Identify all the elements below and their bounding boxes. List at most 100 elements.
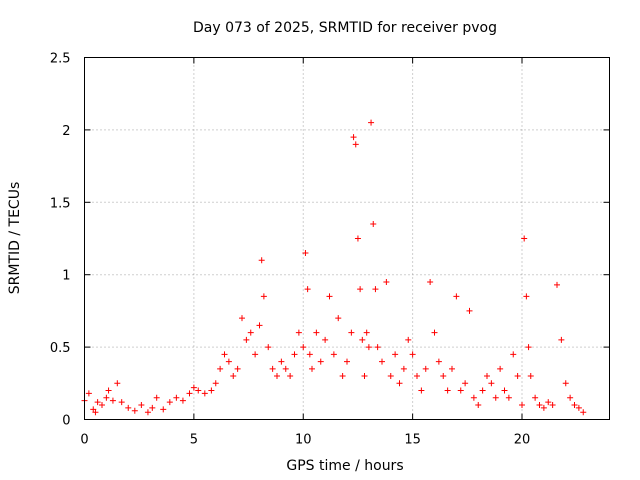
data-point (190, 384, 197, 391)
x-tick-label: 10 (295, 433, 312, 448)
data-point (392, 351, 399, 358)
data-point (131, 407, 138, 414)
data-point (166, 399, 173, 406)
data-point (103, 394, 110, 401)
data-point (363, 329, 370, 336)
data-point (295, 329, 302, 336)
data-point (484, 373, 490, 380)
data-point (427, 278, 434, 285)
data-point (243, 336, 250, 343)
data-point (330, 351, 337, 358)
data-point (431, 329, 438, 336)
data-point (466, 307, 473, 314)
data-point (265, 344, 272, 351)
data-point (409, 351, 416, 358)
data-point (282, 365, 289, 372)
data-point (225, 358, 232, 365)
data-point (221, 351, 228, 358)
x-axis: 0 5 10 15 20 (80, 57, 530, 448)
data-point (179, 397, 186, 404)
data-point (361, 373, 368, 380)
data-point (354, 235, 361, 242)
data-point (422, 365, 429, 372)
data-point (359, 336, 366, 343)
data-point (545, 399, 552, 406)
data-point (383, 278, 390, 285)
data-point (558, 336, 565, 343)
x-tick-label: 15 (404, 433, 421, 448)
y-axis-label: SRMTID / TECUs (7, 182, 23, 295)
data-point (519, 402, 525, 409)
data-point (217, 365, 224, 372)
data-point (379, 358, 385, 365)
x-tick-label: 0 (80, 433, 88, 448)
data-point (536, 402, 543, 409)
x-tick-label: 5 (190, 433, 198, 448)
data-point (278, 358, 285, 365)
data-point (501, 387, 508, 394)
data-point (540, 404, 547, 411)
data-point (269, 365, 276, 372)
data-point (549, 402, 556, 409)
data-point (208, 387, 215, 394)
plot-frame (84, 57, 610, 420)
data-point (387, 373, 394, 380)
data-point (212, 380, 219, 387)
data-point (114, 380, 121, 387)
data-point (374, 344, 381, 351)
data-point (365, 344, 372, 351)
y-tick-label: 0 (62, 414, 70, 429)
data-point (313, 329, 320, 336)
data-point (449, 365, 455, 372)
data-point (400, 365, 407, 372)
data-point (94, 399, 101, 406)
data-point (396, 380, 403, 387)
data-point (195, 387, 202, 394)
data-point (414, 373, 420, 380)
data-point (125, 404, 132, 411)
data-point (256, 322, 263, 329)
data-point (186, 390, 193, 397)
data-point (302, 249, 309, 256)
data-point (488, 380, 495, 387)
data-point (287, 373, 294, 380)
data-point (352, 141, 359, 148)
data-point (149, 404, 156, 411)
data-point (173, 394, 180, 401)
data-point (505, 394, 512, 401)
data-point (435, 358, 442, 365)
data-point (580, 409, 587, 416)
data-point (370, 221, 377, 228)
data-point (201, 390, 208, 397)
data-point (99, 402, 105, 409)
data-point (247, 329, 254, 336)
data-point (525, 344, 532, 351)
data-point (457, 387, 464, 394)
y-tick-label: 0.5 (50, 341, 71, 356)
data-point (348, 329, 355, 336)
data-point (562, 380, 569, 387)
data-point (317, 358, 324, 365)
data-point (118, 399, 125, 406)
y-tick-label: 2.5 (50, 52, 71, 67)
data-points (81, 119, 587, 416)
data-point (252, 351, 259, 358)
data-point (339, 373, 346, 380)
data-point (440, 373, 447, 380)
data-point (418, 387, 425, 394)
data-point (138, 402, 145, 409)
y-tick-label: 2 (62, 124, 70, 139)
data-point (532, 394, 539, 401)
data-point (160, 406, 167, 413)
data-point (234, 365, 241, 372)
data-point (239, 315, 245, 322)
data-point (291, 351, 298, 358)
data-point (335, 315, 342, 322)
data-point (462, 380, 469, 387)
data-point (567, 394, 574, 401)
data-point (109, 397, 116, 404)
data-point (153, 394, 160, 401)
data-point (521, 235, 528, 242)
data-point (350, 134, 357, 141)
